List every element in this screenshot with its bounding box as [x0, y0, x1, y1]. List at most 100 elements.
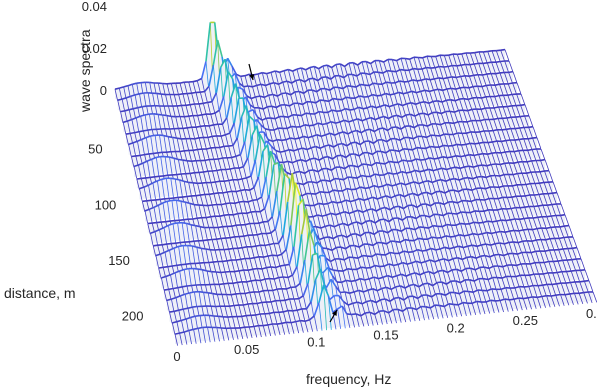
- spectrum-line: [355, 277, 361, 282]
- spectrum-line: [260, 83, 266, 87]
- spectrum-line: [492, 220, 497, 223]
- spectrum-line: [226, 96, 233, 118]
- mesh-line: [546, 216, 551, 228]
- spectrum-line: [242, 246, 247, 249]
- mesh-line: [388, 161, 394, 176]
- mesh-line: [179, 333, 183, 346]
- spectrum-line: [269, 242, 275, 246]
- spectrum-line: [505, 219, 511, 222]
- spectrum-line: [385, 92, 391, 96]
- mesh-line: [272, 290, 276, 302]
- spectrum-line: [219, 145, 225, 149]
- mesh-line: [326, 248, 331, 262]
- spectrum-line: [270, 299, 276, 303]
- mesh-line: [449, 190, 454, 204]
- spectrum-line: [191, 284, 197, 287]
- mesh-line: [412, 79, 417, 93]
- spectrum-line: [169, 247, 175, 251]
- mesh-line: [450, 99, 455, 112]
- spectrum-line: [552, 191, 558, 194]
- spectrum-line: [188, 114, 194, 117]
- mesh-line: [267, 290, 272, 302]
- mesh-line: [504, 163, 509, 175]
- mesh-line: [220, 272, 224, 284]
- mesh-line: [401, 171, 406, 186]
- mesh-line: [476, 108, 481, 121]
- mesh-line: [434, 305, 439, 319]
- mesh-line: [359, 278, 364, 293]
- mesh-line: [514, 287, 519, 300]
- spectrum-line: [333, 189, 339, 192]
- mesh-line: [289, 298, 293, 311]
- mesh-line: [465, 212, 470, 225]
- spectrum-line: [304, 124, 310, 127]
- spectrum-line: [490, 242, 496, 246]
- mesh-line: [444, 133, 449, 147]
- mesh-line: [544, 159, 550, 171]
- mesh-line: [198, 205, 202, 218]
- spectrum-line: [526, 160, 532, 163]
- spectrum-line: [382, 69, 388, 74]
- mesh-line: [168, 225, 172, 244]
- spectrum-line: [353, 209, 359, 213]
- spectrum-line: [313, 169, 319, 173]
- spectrum-line: [222, 191, 228, 194]
- spectrum-line: [370, 59, 376, 65]
- spectrum-line: [251, 125, 258, 135]
- spectrum-line: [483, 50, 488, 53]
- mesh-line: [457, 257, 462, 271]
- spectrum-line: [281, 92, 287, 95]
- spectrum-line: [206, 270, 212, 273]
- spectrum-line: [248, 268, 253, 271]
- mesh-line: [437, 226, 442, 239]
- spectrum-line: [352, 118, 358, 122]
- mesh-line: [158, 205, 162, 222]
- mesh-line: [235, 225, 240, 237]
- spectrum-line: [281, 138, 287, 142]
- mesh-line: [471, 120, 476, 133]
- spectrum-line: [360, 312, 366, 317]
- spectrum-line: [322, 122, 327, 126]
- spectrum-line: [413, 192, 419, 197]
- mesh-line: [381, 139, 386, 154]
- mesh-line: [160, 94, 165, 108]
- spectrum-line: [331, 63, 337, 69]
- spectrum-line: [306, 146, 312, 151]
- mesh-line: [530, 172, 536, 184]
- spectrum-line: [172, 264, 178, 267]
- spectrum-line: [494, 94, 500, 98]
- spectrum-line: [314, 157, 320, 161]
- spectrum-line: [435, 190, 441, 193]
- mesh-line: [186, 223, 190, 242]
- spectrum-line: [123, 84, 129, 88]
- mesh-line: [354, 153, 359, 168]
- spectrum-line: [423, 168, 429, 172]
- mesh-line: [144, 210, 148, 224]
- mesh-line: [300, 67, 305, 82]
- mesh-line: [446, 169, 451, 181]
- mesh-line: [267, 106, 271, 120]
- mesh-line: [273, 278, 278, 290]
- mesh-line: [355, 313, 360, 327]
- mesh-line: [172, 137, 176, 152]
- spectrum-line: [356, 266, 362, 271]
- mesh-line: [191, 161, 195, 173]
- mesh-line: [188, 268, 192, 288]
- spectrum-line: [372, 139, 379, 144]
- spectrum-line: [259, 95, 265, 99]
- mesh-line: [179, 116, 184, 129]
- spectrum-line: [520, 103, 526, 107]
- spectrum-line: [571, 269, 576, 272]
- spectrum-line: [431, 191, 437, 195]
- spectrum-line: [275, 265, 281, 269]
- spectrum-line: [245, 188, 250, 191]
- mesh-line: [299, 171, 304, 185]
- mesh-line: [201, 78, 205, 92]
- spectrum-line: [571, 258, 577, 261]
- spectrum-line: [362, 107, 368, 110]
- spectrum-line: [559, 225, 565, 228]
- spectrum-line: [482, 164, 487, 167]
- mesh-line: [480, 187, 485, 201]
- spectrum-line: [459, 279, 466, 284]
- spectrum-line: [499, 173, 505, 177]
